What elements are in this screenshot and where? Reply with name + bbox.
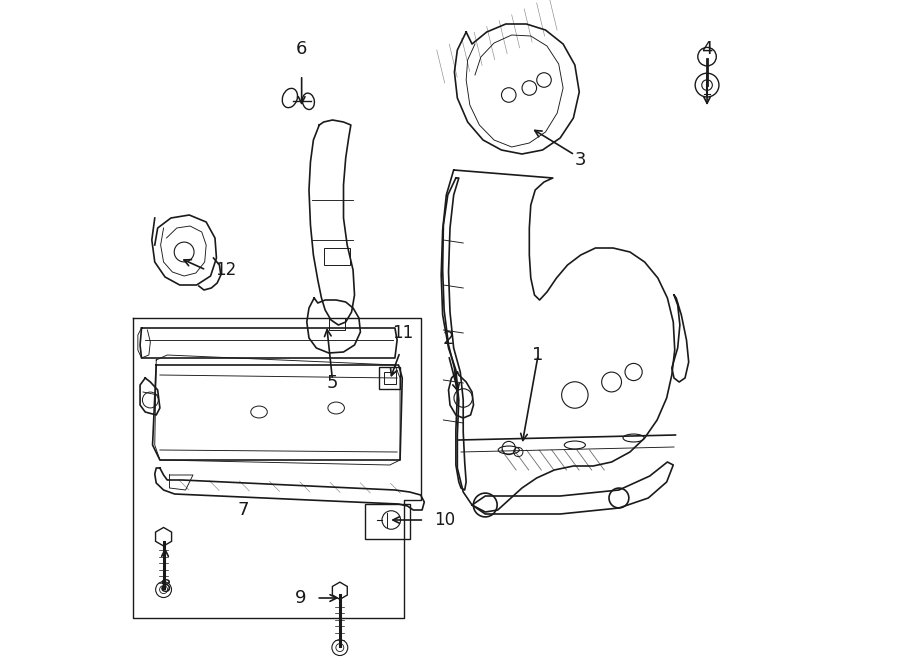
Text: 7: 7 (237, 501, 248, 519)
Bar (383, 372, 396, 384)
Text: 4: 4 (701, 40, 713, 58)
Text: 6: 6 (296, 40, 307, 58)
Text: 3: 3 (575, 151, 587, 169)
Text: 8: 8 (159, 578, 171, 596)
Text: 2: 2 (443, 330, 454, 348)
Text: 11: 11 (392, 324, 413, 342)
Text: 5: 5 (327, 374, 338, 392)
Bar (324, 249, 350, 265)
Text: 9: 9 (295, 589, 307, 607)
Text: 12: 12 (215, 261, 236, 279)
Text: 10: 10 (434, 511, 455, 529)
Text: 1: 1 (533, 346, 544, 364)
Bar (379, 368, 400, 389)
Bar (328, 318, 346, 330)
